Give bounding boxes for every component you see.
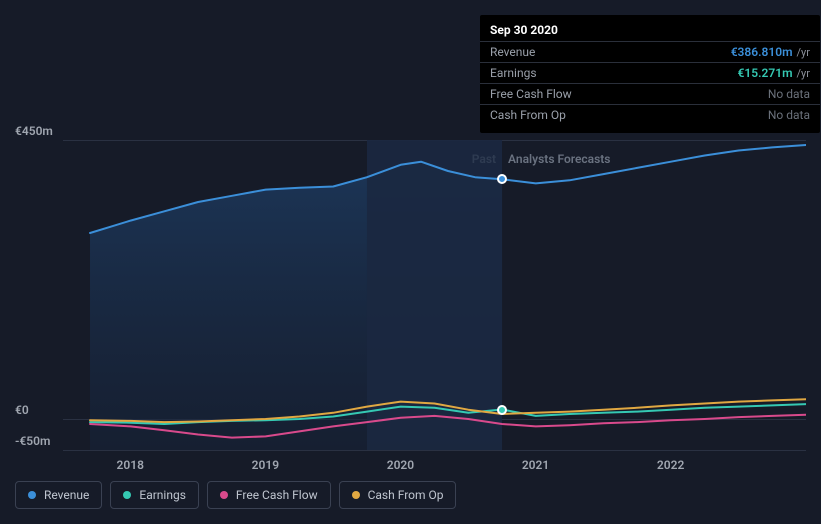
- tooltip-row: Cash From Op No data: [480, 104, 820, 125]
- tooltip-row: Free Cash Flow No data: [480, 83, 820, 104]
- tooltip-row-label: Cash From Op: [490, 108, 566, 122]
- y-axis-label: €450m: [15, 124, 53, 138]
- legend-item-fcf[interactable]: Free Cash Flow: [207, 481, 331, 509]
- legend-item-cfo[interactable]: Cash From Op: [339, 481, 457, 509]
- legend-dot-icon: [28, 491, 36, 499]
- tooltip-row: Earnings €15.271m/yr: [480, 62, 820, 83]
- tooltip-row: Revenue €386.810m/yr: [480, 41, 820, 62]
- tooltip-row-label: Free Cash Flow: [490, 87, 572, 101]
- legend-dot-icon: [123, 491, 131, 499]
- legend-item-earnings[interactable]: Earnings: [110, 481, 199, 509]
- legend-label: Cash From Op: [368, 488, 444, 502]
- tooltip-row-unit: /yr: [797, 46, 810, 59]
- y-axis-label: €0: [15, 403, 29, 417]
- legend-item-revenue[interactable]: Revenue: [15, 481, 102, 509]
- legend-label: Revenue: [44, 488, 89, 502]
- tooltip-date: Sep 30 2020: [480, 23, 820, 41]
- y-axis-label: -€50m: [15, 434, 50, 448]
- tooltip-row-label: Earnings: [490, 66, 537, 80]
- legend-label: Free Cash Flow: [236, 488, 318, 502]
- tooltip-row-label: Revenue: [490, 45, 535, 59]
- tooltip-row-nodata: No data: [768, 108, 810, 122]
- marker-revenue: [497, 174, 507, 184]
- legend-dot-icon: [220, 491, 228, 499]
- tooltip-row-unit: /yr: [797, 67, 810, 80]
- financial-chart: Sep 30 2020 Revenue€386.810m/yrEarnings€…: [15, 15, 806, 509]
- legend-label: Earnings: [139, 488, 186, 502]
- legend-dot-icon: [352, 491, 360, 499]
- tooltip-row-value: €386.810m: [731, 45, 793, 59]
- marker-earnings: [497, 405, 507, 415]
- chart-tooltip: Sep 30 2020 Revenue €386.810m/yr Earnings €…: [480, 15, 820, 133]
- tooltip-row-nodata: No data: [768, 87, 810, 101]
- legend: Revenue Earnings Free Cash Flow Cash From O…: [15, 481, 456, 509]
- tooltip-row-value: €15.271m: [738, 66, 793, 80]
